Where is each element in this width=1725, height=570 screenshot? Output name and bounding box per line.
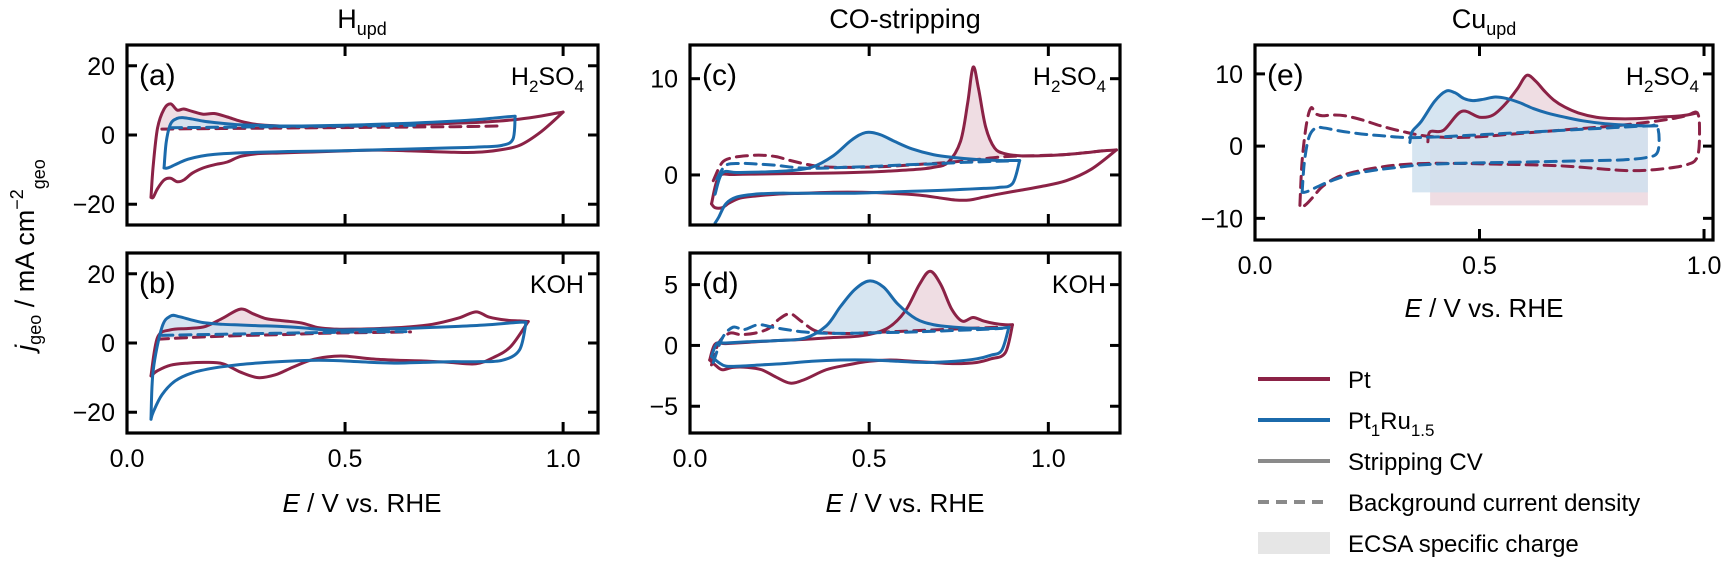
- ytick-label-b: −20: [73, 399, 115, 427]
- panel-b: 20 0 −20 0.0 0.5 1.0 (b) KOH: [73, 251, 600, 473]
- curve-c-4: [713, 159, 1022, 225]
- curve-d-5: [711, 323, 1004, 364]
- ytick-label-e: 0: [1229, 133, 1243, 161]
- xtick-label-e: 0.0: [1238, 252, 1273, 280]
- axes-frame-c: [688, 43, 1122, 227]
- curve-e-0: [1426, 73, 1699, 144]
- xtick-label-b: 0.5: [328, 445, 363, 473]
- ytick-label-b: 20: [87, 261, 115, 289]
- curve-a-5: [169, 123, 417, 130]
- x-axis-label-hupd: E / V vs. RHE: [283, 488, 442, 518]
- ytick-label-e: −10: [1201, 205, 1243, 233]
- axes-frame-b: [125, 251, 600, 435]
- curve-b-3: [149, 313, 528, 421]
- plot-area-e: [1298, 73, 1702, 209]
- column-title-col-costripping: CO-stripping: [829, 4, 981, 34]
- panel-condition-e: H2SO4: [1626, 63, 1699, 96]
- axes-frame-d: [688, 251, 1122, 435]
- legend-label-4: ECSA specific charge: [1348, 531, 1579, 558]
- ytick-label-a: 20: [87, 53, 115, 81]
- panel-e: 10 0 −10 0.0 0.5 1.0 (e) H2SO4: [1201, 43, 1722, 280]
- curve-d-4: [710, 325, 1011, 368]
- curve-e-2: [1408, 89, 1659, 144]
- curve-a-2: [160, 124, 500, 131]
- legend-label-0: Pt: [1348, 367, 1371, 394]
- ytick-label-d: 0: [664, 332, 678, 360]
- curve-e-1: [1298, 106, 1702, 209]
- xtick-label-e: 0.5: [1462, 252, 1497, 280]
- legend-label-3: Background current density: [1348, 490, 1640, 517]
- column-title-col-cuupd: Cuupd: [1452, 4, 1517, 39]
- ytick-label-e: 10: [1215, 61, 1243, 89]
- panel-d: 5 0 −5 0.0 0.5 1.0 (d) KOH: [649, 251, 1122, 473]
- xtick-label-e: 1.0: [1687, 252, 1722, 280]
- x-axis-label-cuupd: E / V vs. RHE: [1405, 293, 1564, 323]
- ecsa-fill-d-1: [813, 281, 977, 334]
- ytick-label-c: 0: [664, 162, 678, 190]
- curve-a-4: [162, 114, 517, 170]
- panel-c: 10 0 (c) H2SO4: [650, 43, 1122, 227]
- legend-label-1: Pt1Ru1.5: [1348, 408, 1434, 440]
- panel-label-c: (c): [702, 59, 737, 92]
- curve-c-1: [710, 148, 1118, 210]
- panel-condition-b: KOH: [530, 271, 584, 299]
- panel-a: 20 0 −20 (a) H2SO4: [73, 43, 600, 227]
- ecsa-fill-a-1: [170, 117, 302, 128]
- xtick-label-b: 1.0: [546, 445, 581, 473]
- y-axis-label: jgeo / mA cm−2geo: [7, 159, 49, 355]
- panel-label-d: (d): [702, 267, 739, 300]
- xtick-label-b: 0.0: [110, 445, 145, 473]
- curve-c-5: [715, 159, 1011, 181]
- curve-c-3: [713, 130, 1022, 196]
- xtick-label-d: 0.0: [673, 445, 708, 473]
- plot-area-c: [710, 65, 1118, 225]
- ecsa-fill-c-1: [801, 132, 970, 169]
- plot-area-a: [149, 102, 565, 200]
- ytick-label-d: 5: [664, 272, 678, 300]
- axes-frame-e: [1253, 43, 1715, 242]
- ytick-label-c: 10: [650, 66, 678, 94]
- panel-label-a: (a): [139, 59, 176, 92]
- xtick-label-d: 0.5: [852, 445, 887, 473]
- panel-label-e: (e): [1267, 59, 1304, 92]
- curve-b-4: [149, 320, 528, 421]
- ytick-label-b: 0: [101, 330, 115, 358]
- panel-condition-a: H2SO4: [511, 63, 584, 96]
- panel-condition-d: KOH: [1052, 271, 1106, 299]
- legend: Pt Pt1Ru1.5 Stripping CV Background current…: [1258, 367, 1640, 558]
- curve-b-0: [149, 307, 530, 378]
- panel-label-b: (b): [139, 267, 176, 300]
- plot-area-b: [149, 307, 530, 421]
- plot-area-d: [708, 269, 1014, 385]
- curve-b-5: [160, 330, 408, 337]
- curve-e-3: [1300, 123, 1661, 194]
- ytick-label-d: −5: [649, 393, 678, 421]
- x-axis-label-costripping: E / V vs. RHE: [826, 488, 985, 518]
- xtick-label-d: 1.0: [1031, 445, 1066, 473]
- panel-condition-c: H2SO4: [1033, 63, 1106, 96]
- curve-d-2: [710, 312, 1000, 367]
- ytick-label-a: −20: [73, 191, 115, 219]
- curve-d-3: [710, 279, 1011, 358]
- ytick-label-a: 0: [101, 122, 115, 150]
- legend-swatch-4: [1258, 532, 1330, 554]
- legend-label-2: Stripping CV: [1348, 449, 1483, 476]
- column-title-col-hupd: Hupd: [337, 4, 387, 39]
